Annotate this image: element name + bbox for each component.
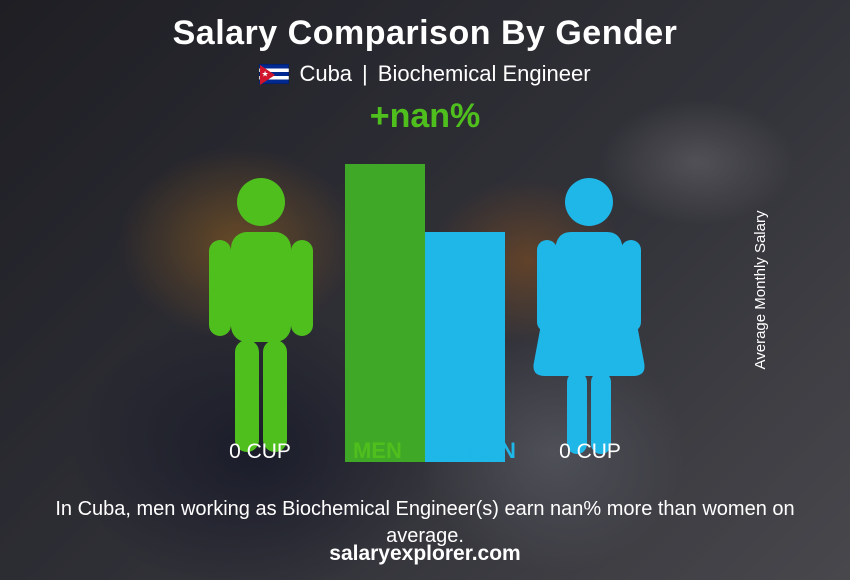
male-person-icon bbox=[191, 172, 331, 462]
chart-labels-row: 0 CUP MEN WOMEN 0 CUP bbox=[105, 438, 745, 464]
page-title: Salary Comparison By Gender bbox=[173, 14, 678, 53]
men-bar-wrap bbox=[345, 164, 425, 462]
country-label: Cuba bbox=[299, 61, 352, 87]
y-axis-label: Average Monthly Salary bbox=[752, 211, 769, 370]
cuba-flag-icon bbox=[259, 64, 289, 84]
women-salary-label: 0 CUP bbox=[520, 440, 660, 464]
role-label: Biochemical Engineer bbox=[378, 61, 591, 87]
separator: | bbox=[362, 61, 368, 87]
men-group bbox=[191, 164, 425, 462]
footer-attribution: salaryexplorer.com bbox=[0, 542, 850, 566]
women-bar-wrap bbox=[425, 232, 505, 462]
women-group bbox=[425, 172, 659, 462]
men-icon-wrap bbox=[191, 172, 331, 462]
delta-percent-label: +nan% bbox=[370, 97, 481, 136]
infographic-content: Salary Comparison By Gender Cuba | Bioch… bbox=[0, 0, 850, 580]
women-category-label: WOMEN bbox=[425, 438, 520, 464]
men-salary-label: 0 CUP bbox=[190, 440, 330, 464]
men-bar bbox=[345, 164, 425, 462]
gender-bar-chart: 0 CUP MEN WOMEN 0 CUP bbox=[105, 132, 745, 462]
subtitle-row: Cuba | Biochemical Engineer bbox=[259, 61, 590, 87]
female-person-icon bbox=[519, 172, 659, 462]
women-icon-wrap bbox=[519, 172, 659, 462]
men-category-label: MEN bbox=[330, 438, 425, 464]
women-bar bbox=[425, 232, 505, 462]
